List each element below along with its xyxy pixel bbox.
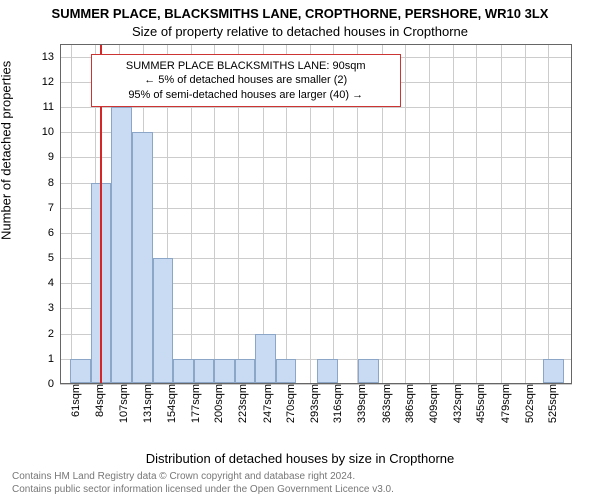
footer-line-2: Contains public sector information licen… xyxy=(12,484,600,497)
x-tick-label: 455sqm xyxy=(471,384,487,423)
x-tick-label: 479sqm xyxy=(496,384,512,423)
x-tick-label: 107sqm xyxy=(114,384,130,423)
x-tick-label: 432sqm xyxy=(448,384,464,423)
figure-root: SUMMER PLACE, BLACKSMITHS LANE, CROPTHOR… xyxy=(0,0,600,500)
x-tick-label: 84sqm xyxy=(90,384,106,417)
footer-line-1: Contains HM Land Registry data © Crown c… xyxy=(12,471,600,484)
x-tick-label: 200sqm xyxy=(209,384,225,423)
attribution-footer: Contains HM Land Registry data © Crown c… xyxy=(0,471,600,496)
y-tick-label: 3 xyxy=(48,302,60,314)
x-tick-label: 525sqm xyxy=(543,384,559,423)
x-axis-label: Distribution of detached houses by size … xyxy=(0,451,600,466)
title-line-2: Size of property relative to detached ho… xyxy=(0,24,600,39)
x-tick-label: 131sqm xyxy=(138,384,154,423)
y-tick-label: 11 xyxy=(43,101,60,113)
y-tick-label: 2 xyxy=(48,328,60,340)
x-tick-label: 177sqm xyxy=(186,384,202,423)
plot-border xyxy=(60,44,572,384)
plot-area: 01234567891011121361sqm84sqm107sqm131sqm… xyxy=(60,44,572,384)
y-tick-label: 7 xyxy=(48,202,60,214)
x-tick-label: 316sqm xyxy=(328,384,344,423)
y-tick-label: 12 xyxy=(42,76,60,88)
x-tick-label: 61sqm xyxy=(66,384,82,417)
y-tick-label: 4 xyxy=(48,277,60,289)
x-tick-label: 293sqm xyxy=(305,384,321,423)
x-tick-label: 363sqm xyxy=(377,384,393,423)
y-tick-label: 1 xyxy=(48,353,60,365)
title-line-1: SUMMER PLACE, BLACKSMITHS LANE, CROPTHOR… xyxy=(0,6,600,21)
y-tick-label: 0 xyxy=(48,378,60,390)
y-tick-label: 10 xyxy=(42,126,60,138)
x-tick-label: 154sqm xyxy=(162,384,178,423)
y-tick-label: 5 xyxy=(48,252,60,264)
x-tick-label: 339sqm xyxy=(352,384,368,423)
x-tick-label: 502sqm xyxy=(520,384,536,423)
y-tick-label: 8 xyxy=(48,177,60,189)
y-tick-label: 9 xyxy=(48,151,60,163)
x-tick-label: 270sqm xyxy=(281,384,297,423)
y-axis-label: Number of detached properties xyxy=(0,61,14,240)
x-tick-label: 223sqm xyxy=(233,384,249,423)
x-tick-label: 386sqm xyxy=(400,384,416,423)
y-tick-label: 13 xyxy=(42,51,60,63)
x-tick-label: 409sqm xyxy=(424,384,440,423)
x-tick-label: 247sqm xyxy=(258,384,274,423)
y-tick-label: 6 xyxy=(48,227,60,239)
